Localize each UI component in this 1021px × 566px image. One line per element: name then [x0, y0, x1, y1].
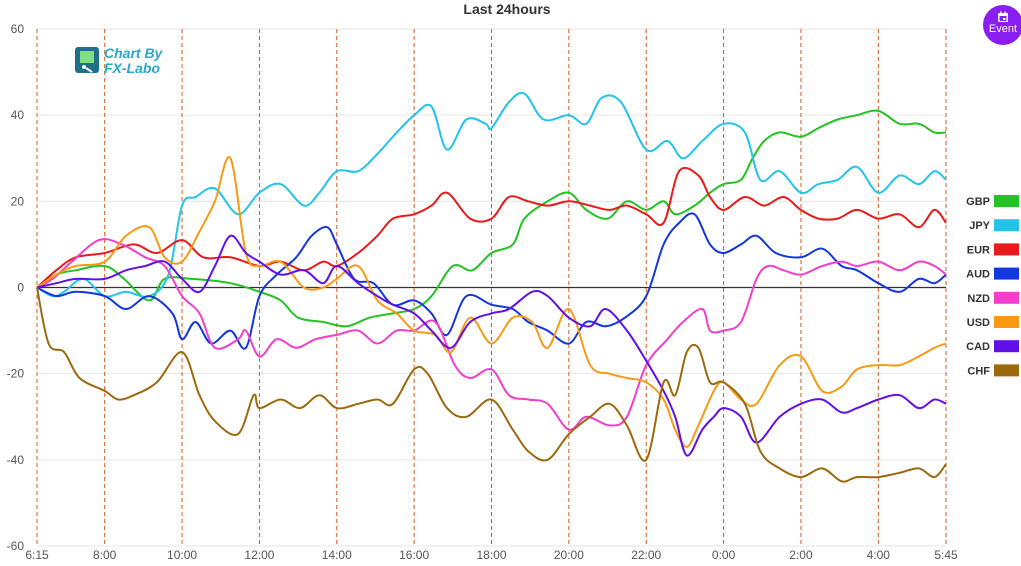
x-tick-label: 6:15: [25, 548, 49, 562]
x-tick-label: 20:00: [554, 548, 584, 562]
y-tick-label: 20: [11, 194, 25, 208]
legend-item-gbp[interactable]: GBP: [966, 195, 1019, 208]
grid: [36, 28, 947, 547]
chart-logo-icon: [75, 47, 99, 73]
y-tick-label: -40: [7, 453, 25, 467]
logo-line2: FX-Labo: [104, 60, 160, 76]
logo: Chart By FX-Labo: [75, 45, 164, 76]
legend-item-aud[interactable]: AUD: [966, 267, 1019, 281]
x-tick-label: 8:00: [93, 548, 117, 562]
y-tick-label: -20: [7, 367, 25, 381]
x-tick-label: 2:00: [789, 548, 813, 562]
series-line-usd[interactable]: [36, 156, 947, 448]
x-tick-label: 5:45: [934, 548, 958, 562]
chart-title: Last 24hours: [463, 1, 550, 17]
series-line-chf[interactable]: [36, 287, 947, 483]
legend-item-jpy[interactable]: JPY: [969, 219, 1019, 232]
series-line-cad[interactable]: [36, 234, 947, 457]
legend-item-usd[interactable]: USD: [967, 316, 1019, 329]
legend-swatch: [994, 267, 1019, 280]
x-tick-label: 14:00: [322, 548, 352, 562]
x-tick-label: 4:00: [867, 548, 891, 562]
legend-swatch: [994, 195, 1019, 207]
series-line-nzd[interactable]: [36, 238, 947, 431]
legend-label: JPY: [969, 220, 990, 232]
series-lines: [36, 91, 947, 483]
series-line-eur[interactable]: [36, 166, 947, 289]
x-tick-label: 16:00: [399, 548, 429, 562]
legend-label: EUR: [967, 244, 990, 256]
axis-labels: 60 40 20 0 -20 -40 -606:15 8:00 10:00 12:00 14:00 1…: [7, 22, 958, 562]
legend-label: AUD: [966, 269, 990, 281]
x-tick-label: 0:00: [712, 548, 736, 562]
x-tick-label: 10:00: [167, 548, 197, 562]
series-line-aud[interactable]: [36, 212, 947, 350]
y-tick-label: -60: [7, 539, 25, 553]
y-tick-label: 60: [11, 22, 25, 36]
legend-item-eur[interactable]: EUR: [967, 243, 1019, 256]
series-line-jpy[interactable]: [36, 91, 947, 298]
series-line-gbp[interactable]: [36, 109, 947, 328]
legend-swatch: [994, 219, 1019, 232]
event-button-label: Event: [988, 23, 1018, 35]
event-button[interactable]: Event: [983, 5, 1021, 45]
legend-label: CAD: [966, 341, 990, 353]
legend-swatch: [994, 364, 1019, 377]
legend-swatch: [994, 316, 1019, 328]
legend-item-nzd[interactable]: NZD: [967, 291, 1019, 305]
legend-label: USD: [967, 317, 990, 329]
x-tick-label: 22:00: [631, 548, 661, 562]
legend-item-cad[interactable]: CAD: [966, 340, 1019, 353]
x-tick-label: 12:00: [244, 548, 274, 562]
y-tick-label: 40: [11, 108, 25, 122]
x-tick-label: 18:00: [476, 548, 506, 562]
calendar-icon: [998, 11, 1008, 22]
legend-label: CHF: [967, 365, 990, 377]
legend-item-chf[interactable]: CHF: [967, 364, 1019, 377]
legend-swatch: [994, 243, 1019, 256]
legend[interactable]: GBP JPY EUR AUD NZD USD CAD CHF: [966, 195, 1019, 377]
y-tick-label: 0: [17, 281, 24, 295]
legend-label: GBP: [966, 196, 990, 208]
legend-swatch: [994, 340, 1019, 353]
logo-line1: Chart By: [104, 45, 164, 61]
legend-label: NZD: [967, 293, 990, 305]
legend-swatch: [994, 291, 1019, 304]
